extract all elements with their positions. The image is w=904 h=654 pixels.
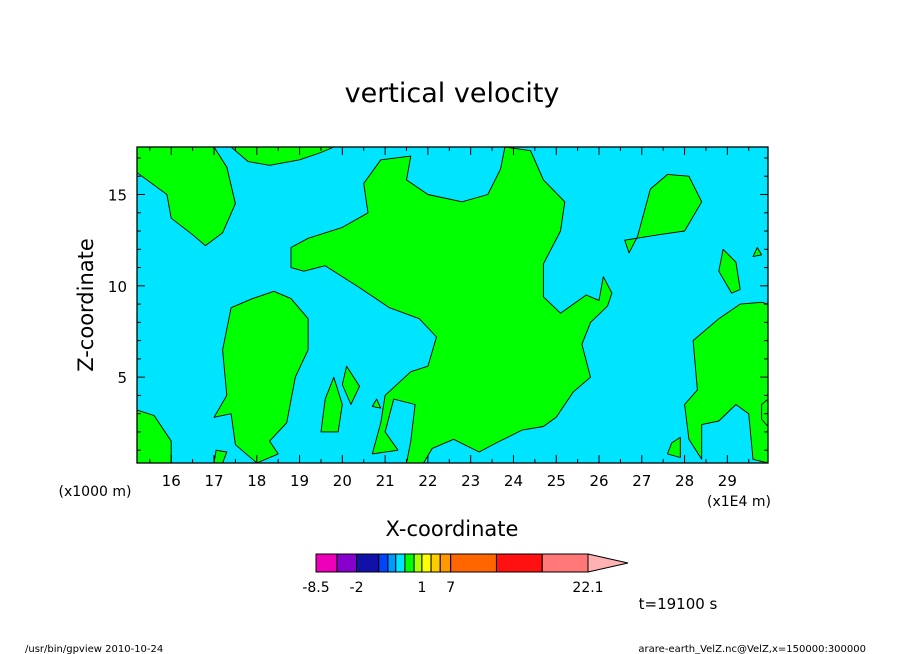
x-unit-label: (x1E4 m) (707, 494, 771, 510)
y-unit-label: (x1000 m) (59, 484, 132, 500)
colorbar-segment (315, 553, 338, 573)
colorbar-segment (413, 553, 423, 573)
y-tick-label: 15 (108, 186, 127, 204)
y-axis-title: Z-coordinate (74, 238, 98, 372)
x-tick-label: 24 (504, 472, 523, 490)
colorbar-segment (541, 553, 589, 573)
colorbar-label: -8.5 (302, 580, 329, 596)
colorbar-segment (336, 553, 358, 573)
contour-region (761, 398, 768, 427)
colorbar-segment (421, 553, 432, 573)
chart-title: vertical velocity (345, 78, 560, 109)
footer-right: arare-earth_VelZ.nc@VelZ,x=150000:300000 (638, 644, 866, 654)
x-tick-label: 17 (204, 472, 223, 490)
contour-region (213, 449, 228, 463)
y-tick-label: 10 (108, 278, 127, 296)
colorbar-segment (378, 553, 389, 573)
x-tick-label: 19 (290, 472, 309, 490)
time-label: t=19100 s (639, 595, 718, 613)
contour-region (624, 173, 703, 254)
colorbar (315, 553, 629, 573)
x-axis-ticks: 16 17 18 19 20 21 22 23 24 25 26 27 28 29 (149, 147, 750, 490)
colorbar-segment (495, 553, 543, 573)
colorbar-segment (450, 553, 497, 573)
contour-region (718, 248, 741, 294)
footer-left: /usr/bin/gpview 2010-10-24 (25, 644, 163, 654)
colorbar-segment (430, 553, 441, 573)
colorbar-labels: -8.5 -2 1 7 22.1 (302, 580, 603, 596)
y-tick-label: 5 (117, 369, 127, 387)
x-tick-label: 20 (333, 472, 352, 490)
colorbar-segment (356, 553, 380, 573)
colorbar-label: 7 (446, 580, 455, 596)
colorbar-label: -2 (350, 580, 364, 596)
contour-region (371, 398, 382, 409)
x-tick-label: 27 (632, 472, 651, 490)
colorbar-segment (439, 553, 452, 573)
x-axis-title: X-coordinate (386, 517, 519, 541)
x-tick-label: 23 (461, 472, 480, 490)
contour-region (684, 301, 768, 463)
contour-region (137, 409, 172, 463)
plot-frame (136, 146, 769, 464)
contour-region (752, 247, 763, 258)
contour-regions (137, 147, 768, 463)
x-tick-label: 16 (162, 472, 181, 490)
colorbar-label: 22.1 (572, 580, 603, 596)
contour-region (213, 290, 309, 463)
x-tick-label: 28 (675, 472, 694, 490)
colorbar-extend-arrow (587, 553, 629, 573)
x-tick-label: 29 (718, 472, 737, 490)
x-tick-label: 25 (547, 472, 566, 490)
x-tick-label: 18 (247, 472, 266, 490)
colorbar-segment (387, 553, 397, 573)
colorbar-segment (395, 553, 406, 573)
x-tick-label: 21 (376, 472, 395, 490)
contour-region (137, 147, 236, 247)
colorbar-label: 1 (417, 580, 426, 596)
y-axis-ticks: 5 10 15 (108, 157, 768, 451)
contour-region (341, 365, 360, 405)
x-tick-label: 26 (589, 472, 608, 490)
contour-region (320, 376, 343, 433)
contour-region (290, 147, 613, 463)
contour-region (667, 436, 681, 458)
colorbar-segment (404, 553, 415, 573)
x-tick-label: 22 (418, 472, 437, 490)
